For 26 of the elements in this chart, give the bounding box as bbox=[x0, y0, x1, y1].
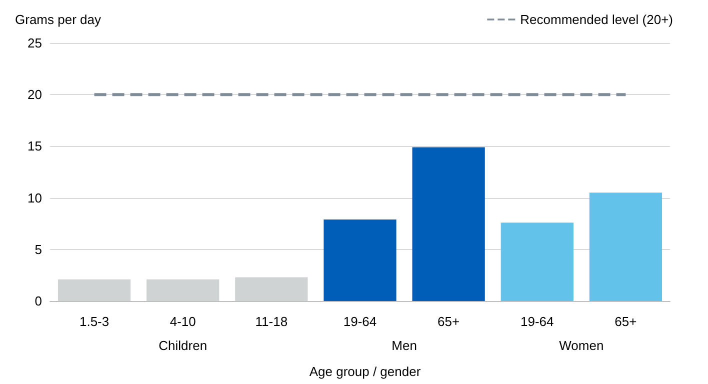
x-tick-label: 1.5-3 bbox=[79, 314, 110, 329]
bar bbox=[500, 222, 574, 301]
y-tick-label: 25 bbox=[28, 36, 42, 50]
x-tick-label: 65+ bbox=[438, 314, 460, 329]
x-axis-title: Age group / gender bbox=[309, 364, 422, 379]
text: Men bbox=[392, 338, 417, 353]
text: Children bbox=[158, 338, 208, 353]
text: Women bbox=[559, 338, 604, 353]
y-tick-label: 10 bbox=[28, 190, 42, 206]
y-tick-label: 20 bbox=[28, 87, 42, 102]
y-tick-label: 5 bbox=[34, 242, 42, 257]
bar bbox=[589, 192, 662, 301]
bar bbox=[235, 277, 308, 301]
bar bbox=[146, 279, 220, 301]
legend-label: Recommended level (20+) bbox=[520, 12, 673, 27]
bar bbox=[58, 279, 131, 301]
x-tick-label: 11-18 bbox=[255, 314, 288, 329]
bar bbox=[412, 147, 485, 301]
y-tick-label: 15 bbox=[28, 138, 42, 154]
bar bbox=[324, 219, 396, 301]
y-axis-title: Grams per day bbox=[15, 12, 102, 27]
x-tick-label: 65+ bbox=[614, 314, 637, 329]
x-tick-label: 4-10 bbox=[170, 314, 196, 329]
x-tick-label: 19-64 bbox=[520, 314, 554, 329]
y-tick-label: 0 bbox=[34, 294, 42, 308]
x-tick-label: 19-64 bbox=[343, 314, 377, 329]
